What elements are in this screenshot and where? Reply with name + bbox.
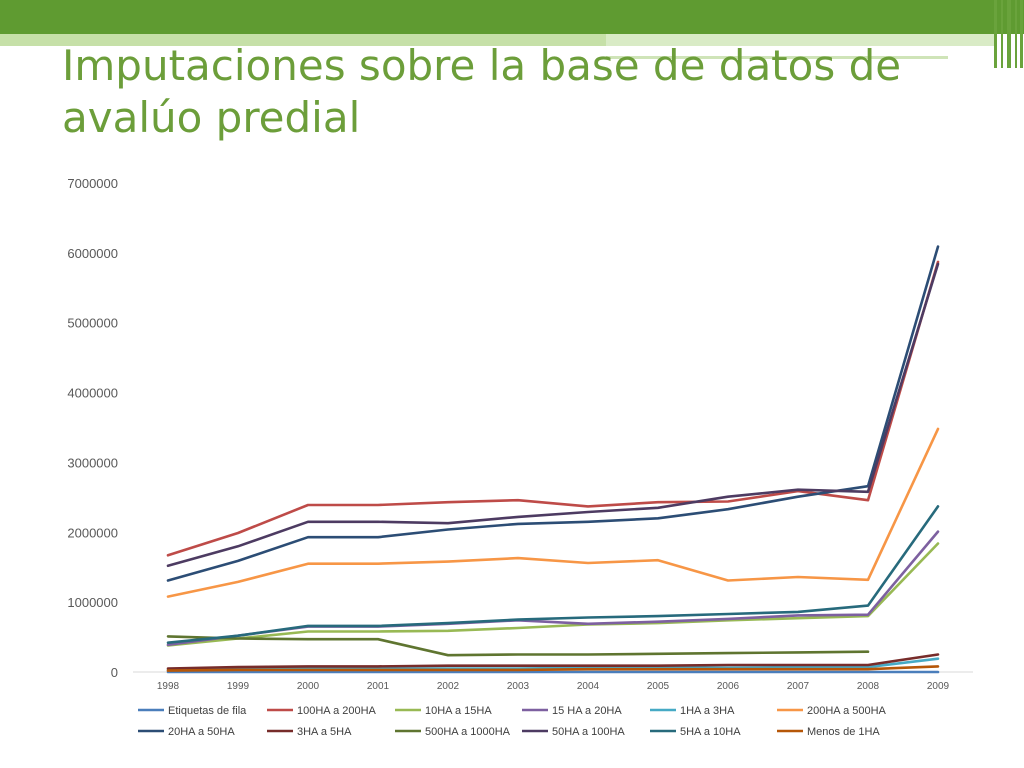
y-tick-label: 5000000 bbox=[67, 316, 118, 331]
x-tick-label: 2000 bbox=[297, 681, 320, 692]
legend-item: 50HA a 100HA bbox=[522, 726, 625, 738]
legend-item: 10HA a 15HA bbox=[395, 705, 492, 717]
x-tick-label: 2009 bbox=[927, 681, 950, 692]
legend-label: Menos de 1HA bbox=[807, 726, 880, 738]
x-tick-label: 2007 bbox=[787, 681, 810, 692]
series-line bbox=[166, 530, 940, 647]
legend-item: 5HA a 10HA bbox=[650, 726, 741, 738]
legend-label: 3HA a 5HA bbox=[297, 726, 352, 738]
legend-item: 500HA a 1000HA bbox=[395, 726, 511, 738]
x-tick-label: 2005 bbox=[647, 681, 670, 692]
legend-label: 20HA a 50HA bbox=[168, 726, 235, 738]
legend-item: Menos de 1HA bbox=[777, 726, 880, 738]
legend-item: 1HA a 3HA bbox=[650, 705, 735, 717]
legend-item: 20HA a 50HA bbox=[138, 726, 235, 738]
x-tick-label: 1998 bbox=[157, 681, 180, 692]
series-line bbox=[166, 635, 870, 657]
x-tick-label: 2004 bbox=[577, 681, 600, 692]
legend-label: 50HA a 100HA bbox=[552, 726, 625, 738]
y-tick-label: 6000000 bbox=[67, 246, 118, 261]
slide-title: Imputaciones sobre la base de datos de a… bbox=[62, 41, 902, 142]
x-tick-label: 1999 bbox=[227, 681, 250, 692]
legend-item: 15 HA a 20HA bbox=[522, 705, 622, 717]
series-line bbox=[166, 245, 940, 582]
x-tick-label: 2001 bbox=[367, 681, 390, 692]
series-line bbox=[166, 542, 940, 647]
x-tick-label: 2002 bbox=[437, 681, 460, 692]
series-line bbox=[166, 262, 940, 568]
series-line bbox=[166, 665, 940, 672]
legend-label: 100HA a 200HA bbox=[297, 705, 377, 717]
y-tick-label: 4000000 bbox=[67, 386, 118, 401]
legend-label: 500HA a 1000HA bbox=[425, 726, 511, 738]
series-line bbox=[166, 505, 940, 644]
series-line bbox=[166, 653, 940, 670]
y-tick-label: 7000000 bbox=[67, 176, 118, 191]
x-tick-label: 2008 bbox=[857, 681, 880, 692]
legend-label: Etiquetas de fila bbox=[168, 705, 247, 717]
y-tick-label: 0 bbox=[111, 665, 118, 680]
legend-item: 100HA a 200HA bbox=[267, 705, 377, 717]
header-accent-band-right bbox=[606, 34, 996, 46]
x-tick-label: 2006 bbox=[717, 681, 740, 692]
y-tick-label: 2000000 bbox=[67, 525, 118, 540]
legend-item: 3HA a 5HA bbox=[267, 726, 352, 738]
legend-label: 1HA a 3HA bbox=[680, 705, 735, 717]
legend-label: 10HA a 15HA bbox=[425, 705, 492, 717]
header-stripes bbox=[992, 0, 1024, 68]
series-line bbox=[166, 427, 940, 598]
y-tick-label: 1000000 bbox=[67, 595, 118, 610]
x-tick-label: 2003 bbox=[507, 681, 530, 692]
series-line bbox=[166, 260, 940, 557]
legend-label: 5HA a 10HA bbox=[680, 726, 741, 738]
header-band bbox=[0, 0, 1024, 34]
header-accent-line bbox=[606, 56, 948, 59]
y-tick-label: 3000000 bbox=[67, 455, 118, 470]
legend-item: Etiquetas de fila bbox=[138, 705, 247, 717]
legend-item: 200HA a 500HA bbox=[777, 705, 887, 717]
legend-label: 15 HA a 20HA bbox=[552, 705, 622, 717]
header-accent-band bbox=[0, 34, 606, 46]
legend-label: 200HA a 500HA bbox=[807, 705, 887, 717]
